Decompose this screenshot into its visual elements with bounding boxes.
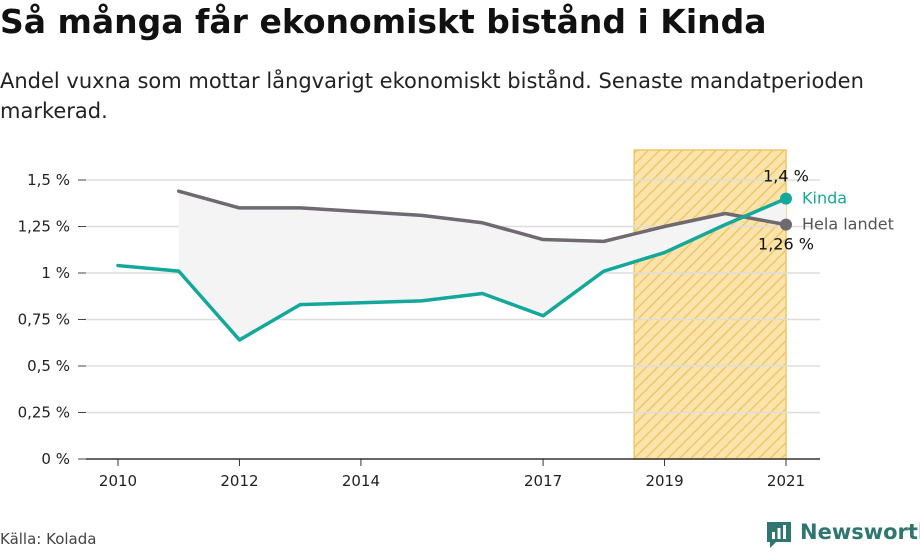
x-tick-label: 2014 (342, 472, 380, 490)
y-tick-label: 0,75 % (18, 311, 70, 329)
line-chart: 0 % 0,25 % 0,5 % 0,75 % 1 % 1,25 % 1,5 % 2010 20… (18, 149, 894, 490)
y-tick-label: 0 % (41, 450, 70, 468)
chart-subtitle: Andel vuxna som mottar långvarigt ekonom… (0, 69, 864, 123)
y-tick-label: 0,5 % (27, 357, 70, 375)
x-tick-label: 2010 (99, 472, 137, 490)
x-tick-label: 2021 (767, 472, 805, 490)
end-value-kinda: 1,4 % (763, 167, 809, 186)
end-point-hela-landet (780, 218, 792, 231)
y-tick-label: 0,25 % (18, 404, 70, 422)
series-label-hela-landet: Hela landet (802, 215, 894, 234)
x-tick-label: 2019 (645, 472, 683, 490)
y-tick-label: 1 % (41, 264, 70, 282)
y-tick-label: 1,5 % (27, 171, 70, 189)
end-value-hela-landet: 1,26 % (758, 235, 814, 254)
series-line-hela-landet (176, 189, 788, 244)
x-tick-label: 2017 (524, 472, 562, 490)
series-line-kinda (116, 196, 788, 342)
brand-name: Newsworthy (800, 520, 920, 544)
series-label-kinda: Kinda (802, 189, 847, 208)
end-point-kinda (780, 192, 792, 205)
newsworthy-logo-icon (767, 522, 791, 548)
source-note: Källa: Kolada (0, 530, 97, 548)
highlight-period (633, 149, 787, 460)
chart-title: Så många får ekonomiskt bistånd i Kinda (0, 2, 767, 41)
y-tick-label: 1,25 % (18, 218, 70, 236)
x-tick-label: 2012 (220, 472, 258, 490)
